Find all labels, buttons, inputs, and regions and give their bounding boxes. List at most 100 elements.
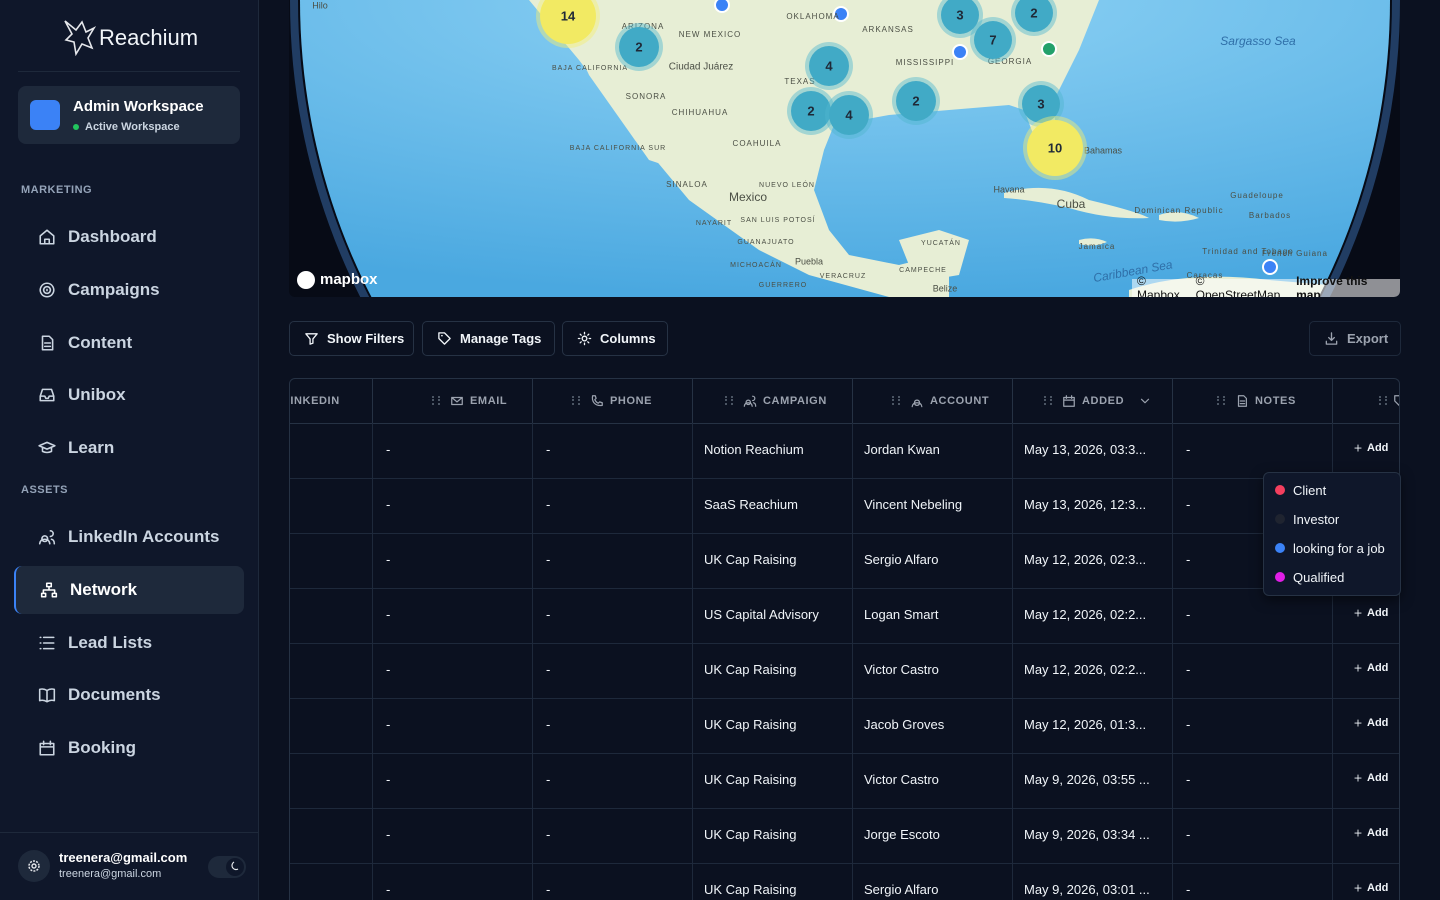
nav-item[interactable]: LinkedIn Accounts <box>14 513 244 561</box>
nav-item[interactable]: Documents <box>14 671 244 719</box>
cluster[interactable] <box>619 27 659 67</box>
icon-path <box>39 636 55 650</box>
cluster[interactable] <box>540 0 596 44</box>
nav-item[interactable]: Unibox <box>14 371 244 419</box>
drag-handle[interactable] <box>572 396 580 405</box>
export-button[interactable]: Export <box>1309 321 1401 356</box>
settings-button[interactable] <box>18 850 50 882</box>
column-header[interactable]: LINKEDIN <box>290 379 340 422</box>
land <box>569 30 664 165</box>
table-row[interactable]: - - UK Cap Raising Sergio Alfaro May 12, 202… <box>290 533 1399 589</box>
icon-path <box>1063 394 1075 407</box>
add-tag-button[interactable]: Add <box>1353 717 1388 729</box>
drag-handle[interactable] <box>725 396 733 405</box>
toolbar-button[interactable]: Manage Tags <box>422 321 555 356</box>
table-row[interactable]: - - Notion Reachium Jordan Kwan May 13, 2026… <box>290 423 1399 479</box>
tag-color <box>1275 572 1285 582</box>
map-point[interactable] <box>833 6 849 22</box>
icon <box>39 282 55 298</box>
table-row[interactable]: - - UK Cap Raising Sergio Alfaro May 9, 2026… <box>290 863 1399 900</box>
column-header[interactable]: NOTES <box>1217 379 1296 422</box>
nav-item[interactable]: Network <box>14 565 244 614</box>
theme-toggle[interactable] <box>208 856 246 878</box>
cluster[interactable] <box>941 0 979 34</box>
tag-option[interactable]: Client <box>1264 480 1400 500</box>
nav-item[interactable]: Dashboard <box>14 213 244 261</box>
drag-handle[interactable] <box>892 396 900 405</box>
tag-option[interactable]: Qualified <box>1264 567 1400 587</box>
attribution-text[interactable]: © OpenStreetMap <box>1195 274 1281 297</box>
cell-divider <box>692 808 693 863</box>
cell-divider <box>852 478 853 533</box>
column-header[interactable]: ACCOUNT <box>892 379 989 422</box>
cluster[interactable] <box>1027 120 1083 176</box>
nav-item[interactable]: Campaigns <box>14 266 244 314</box>
table-row[interactable]: - - UK Cap Raising Jacob Groves May 12, 2026… <box>290 698 1399 754</box>
map-point[interactable] <box>714 0 730 13</box>
toolbar-button[interactable]: Show Filters <box>289 321 414 356</box>
map-point[interactable] <box>1041 41 1057 57</box>
user-name: treenera@gmail.com <box>59 850 188 865</box>
column-title: NOTES <box>1255 394 1296 407</box>
map-point[interactable] <box>1262 259 1278 275</box>
cell-divider <box>852 808 853 863</box>
cell-divider <box>532 863 533 900</box>
map[interactable]: Hilo ARIZONA NEW MEXICO OKLAHOMA ARKANSAS MIS… <box>289 0 1400 297</box>
column-title: ACCOUNT <box>930 394 990 407</box>
table-row[interactable]: - - UK Cap Raising Jorge Escoto May 9, 2026,… <box>290 808 1399 864</box>
icon <box>1354 774 1362 782</box>
table-row[interactable]: - - UK Cap Raising Victor Castro May 9, 2026… <box>290 753 1399 809</box>
workspace-card[interactable]: Admin Workspace Active Workspace <box>18 86 240 144</box>
table-row[interactable]: - - SaaS Reachium Vincent Nebeling May 13, 2… <box>290 478 1399 534</box>
cluster[interactable] <box>1022 85 1060 123</box>
column-header[interactable]: ADDED <box>1044 379 1152 422</box>
cell-divider <box>372 533 373 588</box>
cell-divider <box>372 808 373 863</box>
add-tag-button[interactable]: Add <box>1353 442 1388 454</box>
nav-item[interactable]: Content <box>14 319 244 367</box>
icon <box>1325 332 1338 345</box>
add-tag-button[interactable]: Add <box>1353 662 1388 674</box>
nav-item[interactable]: Lead Lists <box>14 619 244 667</box>
add-tag-button[interactable]: Add <box>1353 882 1388 894</box>
column-header[interactable]: CAMPAIGN <box>725 379 827 422</box>
nav-item[interactable]: Booking <box>14 724 244 772</box>
tag-option[interactable]: looking for a job <box>1264 538 1400 558</box>
drag-handle[interactable] <box>1044 396 1052 405</box>
nav-item[interactable]: Learn <box>14 424 244 472</box>
place-label: Caracas <box>1187 271 1224 280</box>
tag-option[interactable]: Investor <box>1264 509 1400 529</box>
drag-handle[interactable] <box>1217 396 1225 405</box>
cluster[interactable] <box>1015 0 1053 32</box>
cluster[interactable] <box>829 95 869 135</box>
toolbar-button[interactable]: Columns <box>562 321 668 356</box>
add-tag-button[interactable]: Add <box>1353 827 1388 839</box>
add-tag-button[interactable]: Add <box>1353 607 1388 619</box>
cluster[interactable] <box>809 46 849 86</box>
icon <box>1354 719 1362 727</box>
cell-divider <box>372 753 373 808</box>
column-header[interactable] <box>1379 379 1399 422</box>
icon-path <box>1237 394 1247 407</box>
table-cell: UK Cap Raising <box>704 662 797 677</box>
column-header[interactable]: PHONE <box>572 379 652 422</box>
table-cell: - <box>546 717 551 732</box>
table-cell: - <box>386 717 391 732</box>
cluster[interactable] <box>896 81 936 121</box>
map-point[interactable] <box>952 44 968 60</box>
drag-handle[interactable] <box>432 396 440 405</box>
add-label: Add <box>1367 772 1389 784</box>
status-dot <box>73 124 79 130</box>
table-row[interactable]: - - US Capital Advisory Logan Smart May 12, … <box>290 588 1399 644</box>
cluster[interactable] <box>791 91 831 131</box>
table-cell: - <box>1186 662 1191 677</box>
add-tag-button[interactable]: Add <box>1353 772 1388 784</box>
table-row[interactable]: - - UK Cap Raising Victor Castro May 12, 202… <box>290 643 1399 699</box>
improve-link[interactable]: Improve this map <box>1296 274 1368 297</box>
table-cell: UK Cap Raising <box>704 552 797 567</box>
tag-label: Investor <box>1293 511 1340 527</box>
cluster[interactable] <box>974 21 1012 59</box>
attribution-text[interactable]: © Mapbox <box>1137 274 1180 297</box>
column-header[interactable]: EMAIL <box>432 379 507 422</box>
table-cell: Notion Reachium <box>704 442 804 457</box>
